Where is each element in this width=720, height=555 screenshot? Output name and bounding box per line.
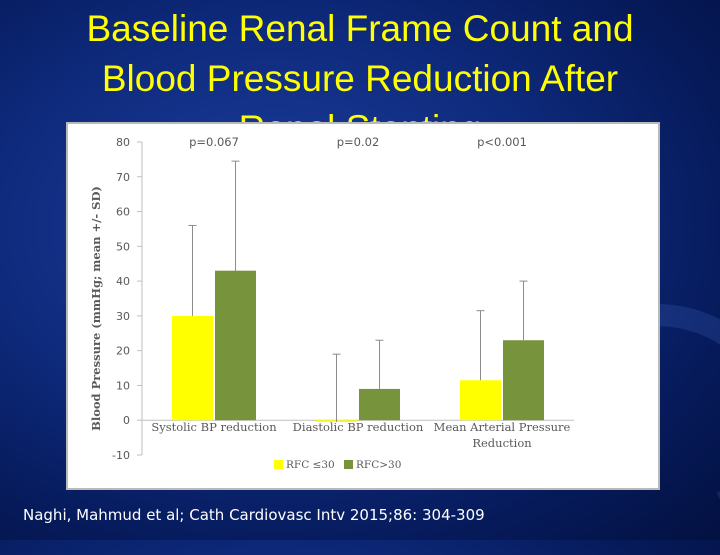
y-tick-label: 0 xyxy=(123,414,130,427)
y-tick-label: -10 xyxy=(112,449,130,462)
citation: Naghi, Mahmud et al; Cath Cardiovasc Int… xyxy=(23,506,485,524)
p-value-label: p=0.02 xyxy=(337,135,380,149)
legend-swatch xyxy=(344,460,353,469)
title-line-3: Renal Stenting xyxy=(239,108,482,122)
y-tick-label: 20 xyxy=(116,345,130,358)
title-line-1: Baseline Renal Frame Count and xyxy=(86,8,634,49)
slide-title: Baseline Renal Frame Count and Blood Pre… xyxy=(0,4,720,122)
bar-rfc-le30 xyxy=(460,380,501,421)
bar-chart: -10 0 10 20 30 40 50 60 70 80 Blood Pressure (mmHg… xyxy=(89,135,574,471)
p-value-label: p=0.067 xyxy=(189,135,239,149)
category-label: Systolic BP reduction xyxy=(151,420,277,434)
bar-rfc-le30 xyxy=(172,315,213,421)
chart-panel: -10 0 10 20 30 40 50 60 70 80 Blood Pressure (mmHg… xyxy=(66,122,660,490)
y-tick-label: 30 xyxy=(116,310,130,323)
category-label: Diastolic BP reduction xyxy=(293,420,424,434)
legend-label: RFC>30 xyxy=(356,459,401,471)
y-tick-label: 60 xyxy=(116,206,130,219)
y-tick-label: 80 xyxy=(116,136,130,149)
legend-label: RFC ≤30 xyxy=(286,459,335,471)
y-tick-label: 50 xyxy=(116,240,130,253)
bar-rfc-gt30 xyxy=(359,388,400,421)
bar-rfc-gt30 xyxy=(215,270,256,421)
legend-swatch xyxy=(274,460,283,469)
y-tick-label: 70 xyxy=(116,171,130,184)
p-value-label: p<0.001 xyxy=(477,135,527,149)
y-tick-label: 10 xyxy=(116,379,130,392)
category-label: Mean Arterial Pressure xyxy=(434,420,571,434)
y-axis-label: Blood Pressure (mmHg; mean +/- SD) xyxy=(89,186,103,431)
bar-rfc-gt30 xyxy=(503,340,544,421)
title-line-2: Blood Pressure Reduction After xyxy=(101,58,619,99)
y-tick-label: 40 xyxy=(116,275,130,288)
category-label: Reduction xyxy=(472,436,532,450)
